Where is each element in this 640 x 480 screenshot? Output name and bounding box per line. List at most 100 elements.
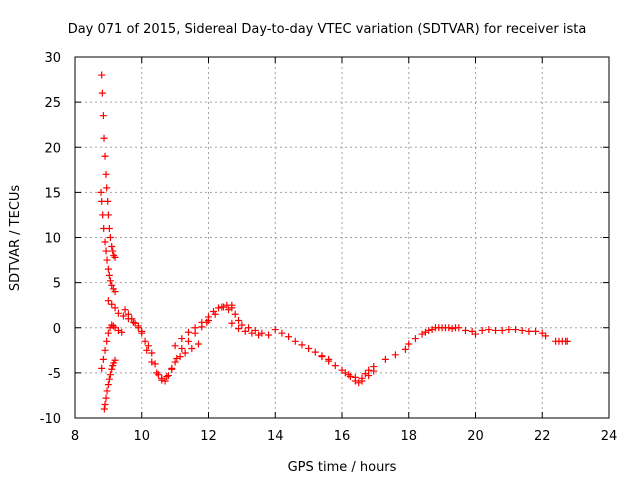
data-point [98, 364, 106, 372]
data-point [106, 234, 114, 241]
x-tick-label: 8 [71, 429, 79, 444]
data-point [99, 211, 107, 219]
data-point [108, 281, 116, 289]
data-point [298, 341, 306, 349]
series-arc-1 [97, 188, 119, 296]
data-point [405, 340, 413, 348]
y-tick-label: -10 [40, 412, 61, 427]
data-point [138, 329, 146, 337]
grid-lines [75, 57, 609, 418]
data-point [311, 348, 319, 356]
data-point [124, 310, 132, 318]
axis-ticks [74, 56, 610, 419]
data-point [198, 318, 206, 326]
data-point [441, 324, 449, 332]
series-arc-2 [100, 356, 119, 413]
data-point [108, 243, 116, 251]
series-arc-14 [341, 363, 378, 387]
data-point [184, 328, 192, 336]
data-point [418, 330, 426, 338]
series-arc-7 [143, 318, 211, 382]
data-point [498, 326, 506, 334]
series-arc-10 [228, 301, 273, 339]
data-point [102, 247, 110, 255]
data-point [98, 197, 106, 205]
data-point [305, 345, 313, 353]
data-point [428, 326, 436, 334]
data-point [104, 197, 112, 205]
data-point [105, 375, 113, 383]
series-arc-17 [461, 326, 550, 340]
data-point [512, 326, 520, 334]
data-point [100, 224, 108, 232]
data-point [271, 326, 279, 334]
data-point [421, 328, 429, 336]
x-tick-label: 18 [400, 429, 417, 444]
data-point [235, 325, 243, 333]
data-point [325, 357, 333, 365]
data-point [191, 324, 199, 332]
data-point [111, 304, 119, 312]
series-arc-4 [104, 297, 146, 335]
data-point [241, 327, 249, 335]
data-point [101, 238, 109, 246]
data-point [109, 247, 117, 255]
data-point [485, 326, 493, 334]
data-point [101, 346, 109, 354]
data-point [188, 345, 196, 353]
data-point [181, 349, 189, 357]
data-point [141, 337, 149, 345]
x-tick-labels: 8 10 12 14 16 18 20 22 24 [71, 429, 617, 444]
data-point [505, 326, 513, 334]
x-tick-label: 24 [601, 429, 618, 444]
x-tick-label: 22 [534, 429, 551, 444]
data-point [164, 372, 172, 380]
y-tick-label: -5 [48, 367, 61, 382]
data-point [148, 349, 156, 357]
data-point [370, 363, 378, 371]
data-point [121, 306, 129, 314]
series-arc-18 [552, 337, 571, 345]
data-point [351, 377, 359, 385]
data-point [525, 327, 533, 335]
data-point [102, 170, 110, 178]
data-point [391, 351, 399, 359]
data-point [100, 405, 108, 413]
data-point [108, 300, 116, 308]
data-point [109, 322, 117, 330]
data-point [184, 337, 192, 345]
data-point [248, 329, 256, 337]
data-point [563, 337, 571, 345]
data-point [215, 304, 223, 312]
data-point [341, 369, 349, 377]
data-point [518, 326, 526, 334]
x-tick-label: 14 [267, 429, 284, 444]
data-point [103, 184, 111, 192]
data-point [100, 134, 108, 142]
data-point [448, 325, 456, 333]
data-point [258, 329, 266, 337]
data-point [102, 394, 110, 402]
data-point [105, 271, 113, 279]
data-point [103, 337, 111, 345]
data-point [98, 71, 106, 79]
data-point [478, 326, 486, 334]
data-point [228, 319, 236, 327]
data-point [106, 277, 114, 285]
data-point [103, 256, 111, 264]
data-point [171, 358, 179, 366]
y-tick-label: 5 [53, 277, 61, 292]
y-tick-label: 30 [44, 51, 61, 66]
series-arc-5 [121, 306, 146, 337]
data-point [492, 326, 500, 334]
x-tick-label: 20 [467, 429, 484, 444]
series-arc-11 [228, 319, 263, 339]
x-tick-label: 12 [200, 429, 217, 444]
data-points [97, 71, 571, 413]
data-point [178, 345, 186, 353]
data-point [291, 337, 299, 345]
data-point [97, 188, 105, 196]
data-point [103, 387, 111, 395]
data-point [245, 324, 253, 332]
data-point [173, 354, 181, 362]
